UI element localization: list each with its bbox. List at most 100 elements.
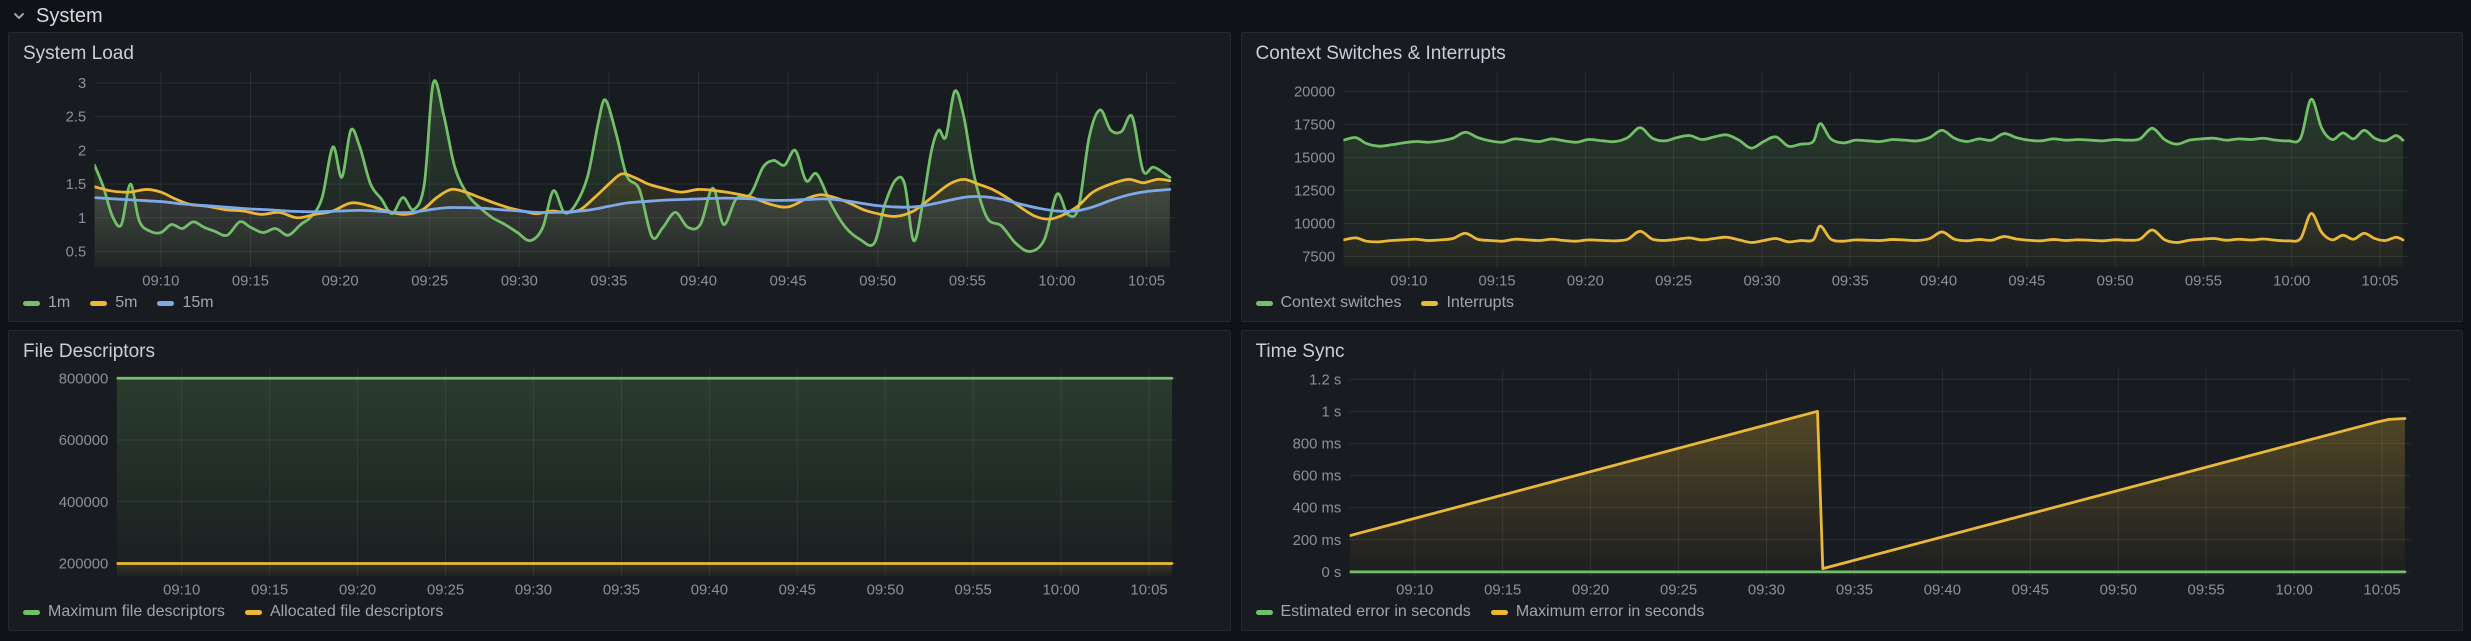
- svg-text:09:45: 09:45: [770, 273, 807, 289]
- svg-text:2.5: 2.5: [66, 110, 87, 126]
- svg-text:600000: 600000: [59, 433, 109, 449]
- svg-text:400 ms: 400 ms: [1292, 501, 1341, 517]
- svg-text:10:05: 10:05: [2363, 582, 2400, 598]
- svg-text:10:00: 10:00: [2273, 273, 2310, 289]
- svg-text:09:55: 09:55: [2187, 582, 2224, 598]
- svg-text:600 ms: 600 ms: [1292, 469, 1341, 485]
- svg-text:800000: 800000: [59, 371, 109, 387]
- svg-text:09:35: 09:35: [1835, 582, 1872, 598]
- panel-title-time-sync[interactable]: Time Sync: [1255, 341, 1345, 362]
- legend-item[interactable]: 1m: [23, 294, 70, 312]
- svg-text:200000: 200000: [59, 557, 109, 573]
- time-sync-chart[interactable]: 0 s 200 ms 400 ms 600 ms 800 ms 1 s 1.2 s 09:10…: [1242, 364, 2463, 600]
- svg-text:10:05: 10:05: [1128, 273, 1165, 289]
- svg-text:09:15: 09:15: [251, 582, 288, 598]
- legend-swatch: [23, 300, 40, 306]
- svg-text:2: 2: [78, 143, 86, 159]
- file-descriptors-legend: Maximum file descriptors Allocated file d…: [9, 600, 1230, 630]
- svg-text:09:15: 09:15: [1484, 582, 1521, 598]
- svg-text:09:55: 09:55: [2184, 273, 2221, 289]
- svg-text:09:35: 09:35: [590, 273, 627, 289]
- legend-swatch: [1255, 300, 1273, 306]
- panel-title-file-descriptors[interactable]: File Descriptors: [23, 341, 155, 362]
- system-load-chart[interactable]: 0.5 1 1.5 2 2.5 3 09:10 09:15 09:20 09:25 09:30 09:…: [9, 66, 1230, 291]
- svg-text:09:15: 09:15: [1478, 273, 1515, 289]
- time-sync-chart-area: 0 s 200 ms 400 ms 600 ms 800 ms 1 s 1.2 s 09:10…: [1242, 364, 2463, 600]
- svg-text:09:30: 09:30: [515, 582, 552, 598]
- svg-text:800 ms: 800 ms: [1292, 437, 1341, 453]
- legend-item[interactable]: Interrupts: [1421, 294, 1514, 312]
- svg-text:1: 1: [78, 211, 86, 227]
- row-title: System: [36, 4, 103, 27]
- legend-swatch: [244, 609, 262, 615]
- panel-file-descriptors: File Descriptors 200000 400000 600000 80000…: [8, 330, 1231, 631]
- file-descriptors-chart[interactable]: 200000 400000 600000 800000 09:10 09:15 09:20 0…: [9, 364, 1230, 600]
- svg-text:09:25: 09:25: [1660, 582, 1697, 598]
- svg-text:09:35: 09:35: [603, 582, 640, 598]
- svg-text:10:00: 10:00: [2275, 582, 2312, 598]
- svg-text:09:40: 09:40: [680, 273, 717, 289]
- legend-item[interactable]: Context switches: [1255, 294, 1401, 312]
- svg-text:09:15: 09:15: [232, 273, 269, 289]
- svg-text:09:50: 09:50: [2099, 582, 2136, 598]
- file-descriptors-chart-area: 200000 400000 600000 800000 09:10 09:15 09:20 0…: [9, 364, 1230, 600]
- row-header-system[interactable]: System: [0, 0, 2471, 30]
- legend-swatch: [23, 609, 40, 615]
- legend-swatch: [1421, 300, 1439, 306]
- svg-text:09:20: 09:20: [1572, 582, 1609, 598]
- svg-text:09:25: 09:25: [427, 582, 464, 598]
- legend-item[interactable]: Estimated error in seconds: [1255, 603, 1471, 621]
- legend-swatch: [1255, 609, 1273, 615]
- svg-text:09:50: 09:50: [867, 582, 904, 598]
- context-switches-chart[interactable]: 7500 10000 12500 15000 17500 20000 09:10 09:15 0…: [1242, 66, 2463, 291]
- legend-swatch: [1490, 609, 1508, 615]
- svg-text:10:05: 10:05: [2361, 273, 2398, 289]
- svg-text:09:10: 09:10: [1396, 582, 1433, 598]
- legend-swatch: [90, 300, 108, 306]
- svg-text:0.5: 0.5: [66, 245, 87, 261]
- system-load-chart-area: 0.5 1 1.5 2 2.5 3 09:10 09:15 09:20 09:25 09:30 09:…: [9, 66, 1230, 291]
- time-sync-legend: Estimated error in seconds Maximum error …: [1242, 600, 2463, 630]
- svg-text:09:45: 09:45: [779, 582, 816, 598]
- legend-label: Allocated file descriptors: [269, 603, 444, 620]
- svg-text:10:05: 10:05: [1130, 582, 1167, 598]
- svg-text:09:50: 09:50: [2096, 273, 2133, 289]
- svg-text:10000: 10000: [1293, 217, 1334, 233]
- legend-label: Interrupts: [1446, 294, 1515, 311]
- svg-text:09:10: 09:10: [163, 582, 200, 598]
- svg-text:20000: 20000: [1293, 84, 1334, 100]
- legend-label: Maximum error in seconds: [1515, 603, 1705, 620]
- svg-text:09:55: 09:55: [955, 582, 992, 598]
- panel-title-context-switches[interactable]: Context Switches & Interrupts: [1255, 43, 1506, 64]
- legend-label: 5m: [115, 294, 138, 311]
- svg-text:09:20: 09:20: [1566, 273, 1603, 289]
- svg-text:09:40: 09:40: [1923, 582, 1960, 598]
- legend-item[interactable]: Maximum file descriptors: [23, 603, 225, 621]
- svg-text:1.5: 1.5: [66, 177, 87, 193]
- legend-swatch: [157, 300, 175, 306]
- legend-item[interactable]: 5m: [90, 294, 137, 312]
- svg-text:09:10: 09:10: [1390, 273, 1427, 289]
- svg-text:09:45: 09:45: [2008, 273, 2045, 289]
- svg-text:15000: 15000: [1293, 150, 1334, 166]
- system-load-legend: 1m 5m 15m: [9, 291, 1230, 321]
- svg-text:09:30: 09:30: [1747, 582, 1784, 598]
- svg-text:12500: 12500: [1293, 183, 1334, 199]
- legend-item[interactable]: Allocated file descriptors: [244, 603, 444, 621]
- svg-text:1.2 s: 1.2 s: [1309, 372, 1341, 388]
- svg-text:10:00: 10:00: [1043, 582, 1080, 598]
- legend-label: 15m: [182, 294, 214, 311]
- svg-text:200 ms: 200 ms: [1292, 533, 1341, 549]
- svg-text:09:45: 09:45: [2011, 582, 2048, 598]
- svg-text:0 s: 0 s: [1321, 565, 1341, 581]
- panel-title-system-load[interactable]: System Load: [23, 43, 134, 64]
- legend-item[interactable]: 15m: [157, 294, 214, 312]
- svg-text:09:20: 09:20: [339, 582, 376, 598]
- panel-system-load: System Load 0.5 1 1.5 2 2.5 3 09:10 09:15 09:20 0…: [8, 32, 1231, 322]
- svg-text:09:40: 09:40: [1920, 273, 1957, 289]
- svg-text:3: 3: [78, 76, 86, 92]
- context-switches-chart-area: 7500 10000 12500 15000 17500 20000 09:10 09:15 0…: [1242, 66, 2463, 291]
- svg-text:17500: 17500: [1293, 117, 1334, 133]
- legend-item[interactable]: Maximum error in seconds: [1490, 603, 1705, 621]
- svg-text:09:25: 09:25: [1655, 273, 1692, 289]
